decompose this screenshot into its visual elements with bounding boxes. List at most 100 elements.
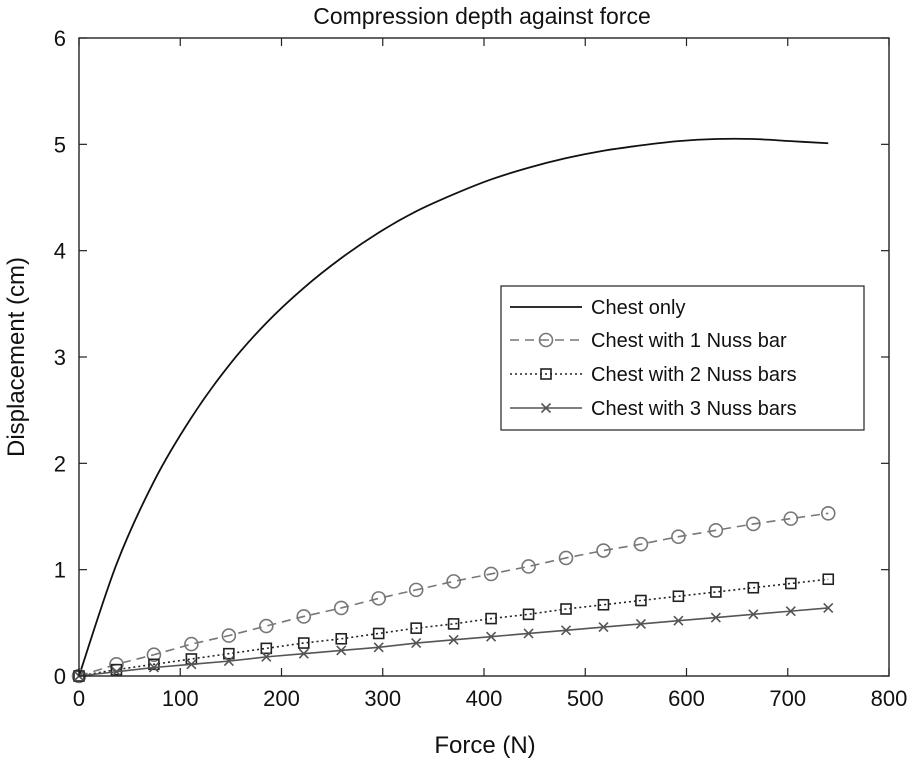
legend-box: [500, 285, 865, 431]
series-2-point: [335, 632, 348, 645]
y-tick-label: 0: [54, 664, 66, 689]
series-1: [71, 506, 836, 684]
series-2-point: [747, 581, 760, 594]
series-1-point: [333, 600, 349, 616]
series-1-point: [296, 609, 312, 624]
series-3: [73, 602, 834, 682]
series-3-point: [111, 666, 122, 677]
series-2-point: [297, 637, 310, 649]
y-tick-label: 1: [54, 558, 66, 583]
x-tick-label: 500: [567, 686, 604, 711]
legend-items: Chest only Chest with 1 Nuss bar Chest wit…: [510, 297, 797, 420]
series-1-point: [633, 536, 649, 552]
x-tick-label: 600: [668, 686, 705, 711]
series-3-point: [540, 402, 552, 414]
series-2-point: [447, 618, 460, 630]
series-1-point: [820, 506, 836, 521]
series-1-point: [259, 618, 274, 634]
series-3-point: [635, 618, 647, 629]
series-2-point: [784, 577, 797, 590]
y-tick-label: 6: [54, 26, 66, 51]
series-3-point: [298, 648, 309, 659]
series-2-point: [822, 573, 835, 586]
y-tick-label: 5: [54, 132, 66, 157]
series-2-point: [672, 590, 685, 603]
series-1-point: [671, 529, 686, 545]
x-tick-label: 300: [364, 686, 401, 711]
y-tick-label: 3: [54, 345, 66, 370]
legend-label: Chest only: [591, 297, 686, 319]
series-1-point: [521, 559, 536, 574]
series-1-point: [558, 550, 574, 566]
series-3-point: [411, 637, 422, 649]
series-2-point: [522, 608, 535, 621]
legend-item-3: Chest with 3 Nuss bars: [510, 398, 797, 420]
series-1-point: [446, 574, 461, 589]
series-1-point: [746, 516, 761, 532]
series-2-point: [560, 603, 572, 615]
legend-label: Chest with 3 Nuss bars: [591, 398, 797, 420]
series-3-point: [448, 634, 459, 645]
series-3-point: [486, 631, 497, 642]
legend-item-1: Chest with 1 Nuss bar: [510, 330, 787, 352]
x-axis-label: Force (N): [434, 732, 535, 759]
series-1-line: [78, 512, 829, 677]
y-tick-label: 4: [54, 239, 66, 264]
series-3-point: [373, 642, 384, 653]
series-2-point: [110, 663, 123, 676]
series-3-point: [523, 628, 534, 639]
series-layer: [71, 137, 836, 684]
series-3-point: [223, 656, 234, 667]
series-2-point: [485, 612, 497, 625]
x-tick-label: 0: [73, 686, 85, 711]
series-1-point: [408, 582, 424, 598]
axis-ticks: 0 100 200 300 400 500 600 700 800 0 1 2 3 4 5 6: [54, 26, 908, 711]
x-tick-label: 700: [769, 686, 806, 711]
series-2-point: [260, 642, 273, 655]
series-0: [78, 137, 829, 677]
series-3-point: [148, 662, 159, 673]
series-1-point: [708, 523, 724, 538]
y-tick-label: 2: [54, 451, 66, 476]
y-axis-label: Displacement (cm): [3, 257, 30, 457]
legend-label: Chest with 1 Nuss bar: [591, 330, 787, 352]
legend-item-2: Chest with 2 Nuss bars: [510, 364, 797, 386]
series-2-point: [597, 598, 610, 611]
legend-label: Chest with 2 Nuss bars: [591, 364, 797, 386]
series-3-point: [336, 645, 347, 656]
chart-title: Compression depth against force: [313, 3, 651, 29]
series-3-point: [186, 659, 197, 670]
series-2-point: [223, 647, 235, 660]
x-tick-label: 100: [162, 686, 199, 711]
series-3-point: [823, 602, 834, 614]
series-0-line: [78, 137, 829, 677]
series-1-point: [596, 543, 611, 558]
series-1-point: [538, 332, 554, 348]
series-2-line: [78, 578, 829, 677]
series-1-point: [146, 647, 162, 663]
series-3-point: [748, 609, 759, 620]
series-3-point: [598, 622, 609, 633]
series-1-point: [371, 591, 387, 606]
series-3-point: [673, 615, 684, 626]
series-2-point: [148, 658, 160, 671]
series-2-point: [410, 622, 422, 634]
series-3-point: [710, 612, 721, 623]
series-3-point: [560, 625, 572, 636]
series-2-point: [372, 627, 385, 640]
legend-item-0: Chest only: [510, 297, 686, 319]
series-1-point: [483, 566, 499, 582]
x-tick-label: 200: [263, 686, 300, 711]
series-2-point: [635, 594, 647, 607]
series-2-point: [710, 586, 722, 598]
series-1-point: [184, 636, 199, 652]
series-1-point: [221, 628, 237, 643]
x-tick-label: 400: [466, 686, 503, 711]
legend: Chest only Chest with 1 Nuss bar Chest wit…: [500, 285, 865, 431]
x-tick-label: 800: [871, 686, 908, 711]
series-2-point: [540, 368, 552, 380]
series-1-point: [783, 511, 799, 526]
series-3-point: [785, 606, 796, 617]
series-3-point: [261, 651, 272, 662]
